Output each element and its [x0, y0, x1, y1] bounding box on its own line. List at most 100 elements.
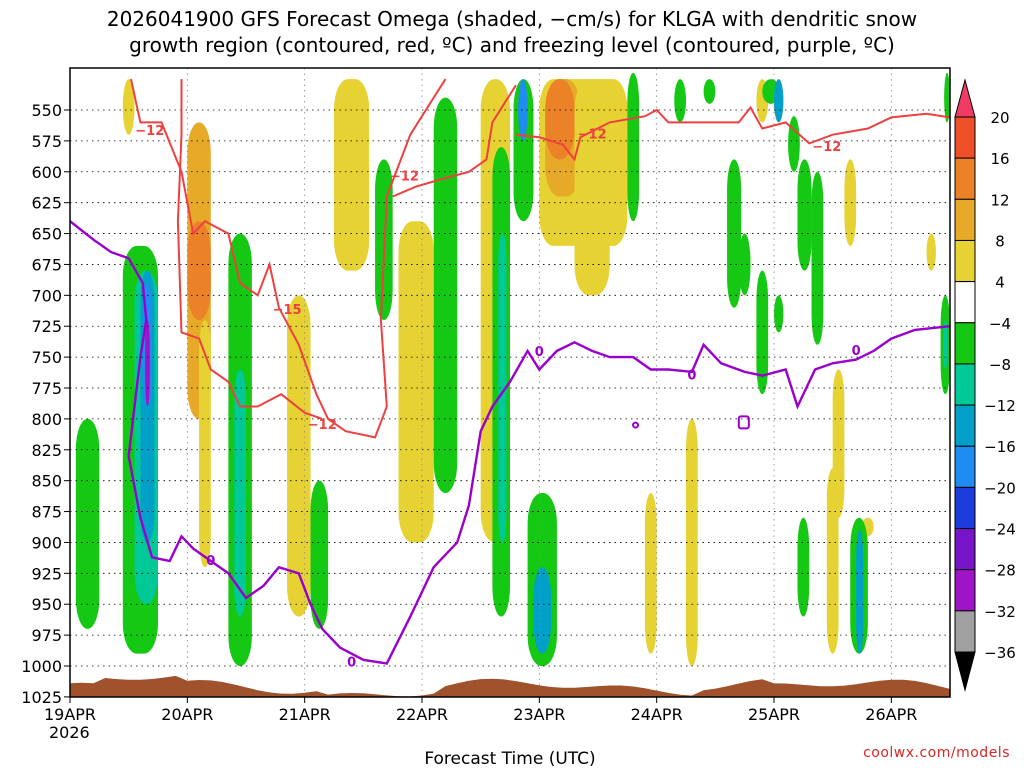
x-tick-label: 21APR	[279, 705, 331, 724]
chart-title-line1: 2026041900 GFS Forecast Omega (shaded, −…	[107, 7, 917, 31]
y-tick-label: 875	[31, 503, 62, 522]
y-tick-label: 1025	[21, 688, 62, 707]
x-tick-year: 2026	[49, 723, 90, 742]
colorbar-swatch	[954, 404, 976, 447]
omega-region	[574, 79, 610, 296]
colorbar-level-label: −4	[989, 315, 1011, 333]
omega-region	[738, 233, 751, 296]
colorbar-level-label: −8	[989, 356, 1011, 374]
dendritic-contour	[392, 84, 517, 198]
omega-region	[533, 567, 552, 654]
x-tick-label: 25APR	[748, 705, 800, 724]
freezing-level-label: 0	[852, 344, 861, 359]
y-tick-label: 950	[31, 595, 62, 614]
colorbar-swatch	[954, 157, 976, 200]
omega-region	[674, 79, 686, 123]
colorbar-level-label: −16	[984, 438, 1016, 456]
omega-region	[75, 418, 100, 629]
omega-region	[756, 270, 769, 395]
colorbar-level-label: 20	[990, 109, 1009, 127]
colorbar-level-label: 4	[995, 274, 1005, 292]
colorbar-swatch	[954, 486, 976, 530]
y-tick-label: 750	[31, 348, 62, 367]
colorbar-level-label: −28	[984, 562, 1016, 580]
x-tick-label: 19APR	[44, 705, 96, 724]
x-tick-label: 24APR	[631, 705, 683, 724]
y-tick-label: 600	[31, 163, 62, 182]
colorbar-swatch	[954, 322, 976, 365]
colorbar-swatch	[954, 569, 976, 612]
freezing-level-label: 0	[535, 345, 544, 360]
x-tick-label: 26APR	[865, 705, 917, 724]
x-tick-label: 22APR	[396, 705, 448, 724]
x-tick-label: 20APR	[161, 705, 213, 724]
y-tick-label: 625	[31, 194, 62, 213]
y-tick-label: 825	[31, 441, 62, 460]
omega-region	[926, 233, 936, 271]
omega-region	[334, 79, 370, 271]
dendritic-contour-label: −12	[578, 128, 607, 143]
freezing-level-loop	[632, 421, 640, 429]
colorbar-swatch	[954, 528, 976, 571]
colorbar-top-arrow	[954, 78, 976, 118]
x-tick-label: 23APR	[513, 705, 565, 724]
omega-region	[145, 320, 150, 407]
omega-region	[187, 221, 211, 321]
colorbar-swatch	[954, 281, 976, 324]
omega-region	[234, 369, 246, 617]
omega-region	[199, 320, 211, 568]
freezing-level-label: 0	[687, 369, 696, 384]
terrain-fill	[70, 675, 950, 697]
omega-region	[545, 79, 575, 160]
dendritic-contour	[130, 78, 447, 439]
dendritic-contour-label: −12	[812, 140, 841, 155]
colorbar-swatch	[954, 363, 976, 406]
omega-region	[644, 493, 657, 654]
omega-region	[122, 79, 135, 135]
dendritic-contour	[515, 105, 950, 162]
colorbar-level-label: −20	[984, 479, 1016, 497]
y-tick-label: 550	[31, 101, 62, 120]
omega-region	[826, 468, 839, 654]
colorbar-swatch	[954, 239, 976, 283]
omega-region	[797, 159, 812, 271]
omega-region	[727, 159, 742, 308]
y-tick-label: 675	[31, 255, 62, 274]
colorbar-level-label: −12	[984, 397, 1016, 415]
omega-region	[774, 295, 784, 333]
omega-region	[703, 79, 716, 104]
terrain-surface	[70, 675, 950, 697]
y-tick-label: 975	[31, 626, 62, 645]
freezing-level-contour	[70, 220, 950, 665]
x-axis-label: Forecast Time (UTC)	[424, 749, 595, 768]
colorbar-level-label: −24	[984, 521, 1016, 539]
dendritic-contour-label: −12	[308, 418, 337, 433]
colorbar-swatch	[954, 445, 976, 488]
contours	[70, 78, 950, 665]
colorbar-level-label: −36	[984, 644, 1016, 662]
omega-region	[944, 72, 950, 123]
freezing-level-label: 0	[347, 655, 356, 670]
colorbar-bottom-arrow	[954, 651, 976, 692]
y-tick-label: 1000	[21, 657, 62, 676]
y-tick-label: 925	[31, 564, 62, 583]
y-tick-label: 775	[31, 379, 62, 398]
y-tick-label: 900	[31, 533, 62, 552]
y-tick-label: 650	[31, 225, 62, 244]
dendritic-contour-label: −12	[390, 170, 419, 185]
omega-region	[498, 233, 507, 543]
credit-text: coolwx.com/models	[863, 745, 1010, 761]
contour-labels: −12 −12 −12 −12 −15 −12 0 0 0 0 0	[135, 124, 860, 670]
omega-region	[398, 221, 434, 543]
colorbar: 20 16 12 8 4 −4 −8 −12 −16 −20 −24 −28 −32 −36	[954, 78, 1016, 692]
y-tick-label: 800	[31, 410, 62, 429]
colorbar-level-label: 16	[990, 150, 1009, 168]
dendritic-contour	[176, 79, 323, 420]
colorbar-level-label: 8	[995, 232, 1005, 250]
colorbar-swatch	[954, 116, 976, 159]
dendritic-contour-label: −12	[135, 124, 164, 139]
colorbar-level-label: 12	[990, 191, 1009, 209]
dendritic-contour-label: −15	[273, 303, 302, 318]
omega-region	[811, 171, 824, 345]
omega-region	[518, 79, 528, 141]
